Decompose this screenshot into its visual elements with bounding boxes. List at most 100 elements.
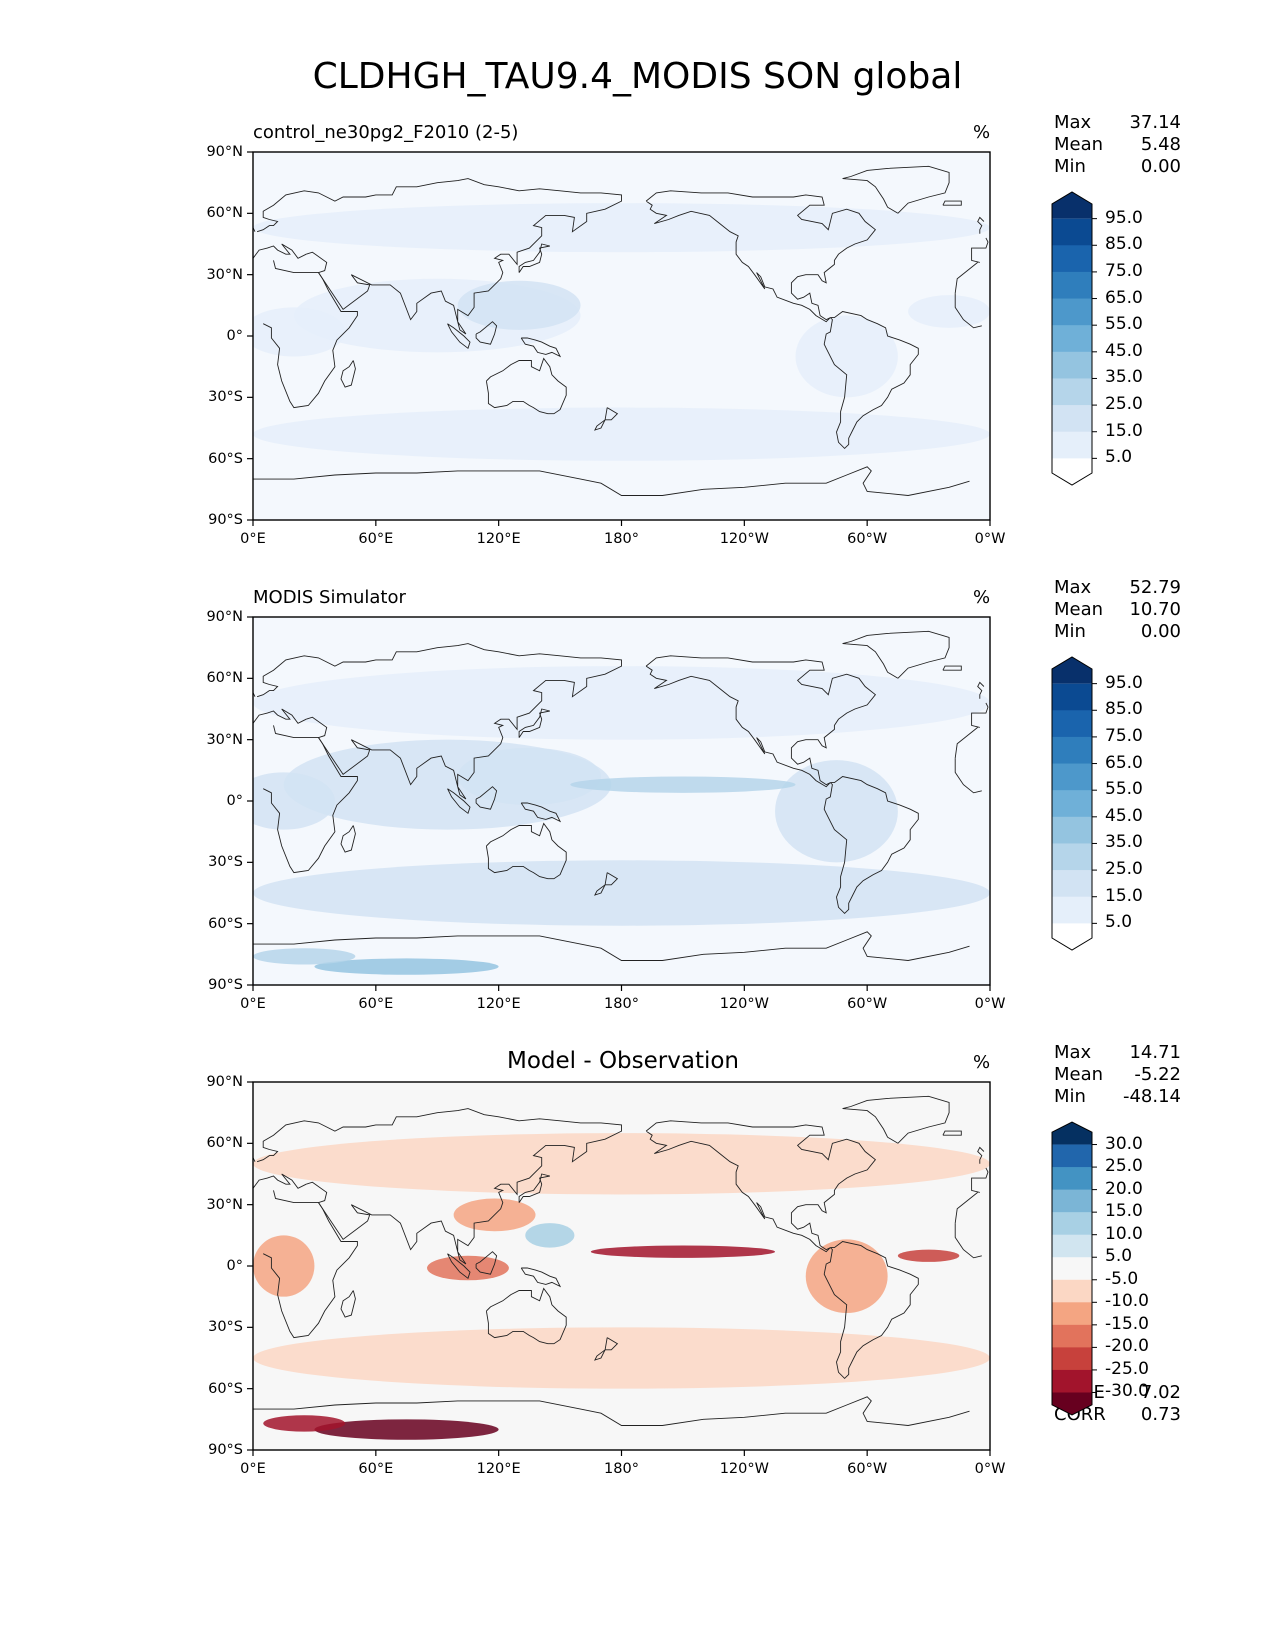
colorbar-label: 25.0 bbox=[1105, 1156, 1143, 1177]
stats-block: Max 52.79 Mean 10.70 Min 0.00 bbox=[1054, 577, 1181, 643]
coastline-antarctica bbox=[253, 466, 970, 496]
lat-tick-label: 60°N bbox=[206, 205, 243, 222]
lon-tick-label: 60°E bbox=[358, 531, 394, 547]
coastline-japan bbox=[518, 243, 550, 273]
coastline-borneo bbox=[475, 321, 498, 345]
coastline-british-isles bbox=[977, 216, 985, 234]
coastline-greenland bbox=[842, 1095, 950, 1144]
colorbar-segment bbox=[1052, 710, 1092, 738]
colorbar-segment bbox=[1052, 245, 1092, 273]
colorbar-label: 5.0 bbox=[1105, 447, 1133, 468]
colorbar-segment bbox=[1052, 1279, 1092, 1303]
stat-mean: Mean -5.22 bbox=[1054, 1064, 1181, 1086]
lon-tick-label: 180° bbox=[604, 996, 639, 1012]
colorbar-segment bbox=[1052, 1122, 1092, 1145]
colorbar-segment bbox=[1052, 325, 1092, 353]
colorbar-label: 95.0 bbox=[1105, 207, 1143, 228]
stat-value: -48.14 bbox=[1122, 1086, 1181, 1107]
colorbar-label: 30.0 bbox=[1105, 1133, 1143, 1154]
map-plot bbox=[247, 151, 1097, 526]
lat-tick-label: 30°S bbox=[208, 389, 243, 406]
lon-tick-label: 180° bbox=[604, 531, 639, 547]
shaded-region bbox=[775, 760, 898, 863]
colorbar-label: -20.0 bbox=[1105, 1336, 1149, 1357]
coastline-south-america bbox=[823, 1241, 919, 1380]
colorbar-label: 55.0 bbox=[1105, 314, 1143, 335]
colorbar-segment bbox=[1052, 271, 1092, 300]
stat-value: 0.00 bbox=[1140, 156, 1181, 177]
colorbar-label: 45.0 bbox=[1105, 340, 1143, 361]
coastline-new-zealand bbox=[594, 1337, 619, 1361]
colorbar-segment bbox=[1052, 192, 1092, 219]
shaded-region bbox=[795, 315, 898, 398]
lat-tick-label: 60°N bbox=[206, 670, 243, 687]
lon-tick-label: 120°W bbox=[719, 531, 769, 547]
colorbar-segment bbox=[1052, 378, 1092, 406]
stat-label: Mean bbox=[1054, 599, 1104, 620]
coastline-north-america bbox=[645, 1120, 877, 1253]
colorbar-label: 75.0 bbox=[1105, 725, 1143, 746]
lon-tick-label: 0°W bbox=[974, 996, 1006, 1012]
stat-value: 7.02 bbox=[1140, 1382, 1181, 1403]
coastline-new-zealand bbox=[594, 407, 619, 431]
lat-tick-label: 30°S bbox=[208, 854, 243, 871]
colorbar-label: 15.0 bbox=[1105, 420, 1143, 441]
panel-modis-simulator: MODIS Simulator% Max 52.79 Mean 10.70 Min 0.00… bbox=[0, 575, 1275, 1035]
lat-tick-label: 90°N bbox=[206, 144, 243, 160]
shaded-region bbox=[570, 776, 796, 793]
coastline-north-america bbox=[645, 190, 877, 323]
lon-tick-label: 120°W bbox=[719, 1461, 769, 1477]
colorbar-segment bbox=[1052, 923, 1092, 950]
shaded-region bbox=[253, 407, 990, 461]
lat-tick-label: 0° bbox=[226, 328, 243, 344]
lon-tick-label: 60°W bbox=[847, 1461, 888, 1477]
lon-tick-label: 60°W bbox=[847, 531, 888, 547]
colorbar-label: 15.0 bbox=[1105, 1201, 1143, 1222]
shaded-region bbox=[457, 747, 602, 806]
coastline-south-america bbox=[823, 311, 919, 450]
stat-label: Max bbox=[1054, 112, 1092, 133]
colorbar-segment bbox=[1052, 657, 1092, 684]
lat-tick-label: 90°N bbox=[206, 1074, 243, 1090]
lat-tick-label: 30°S bbox=[208, 1319, 243, 1336]
stat-label: Min bbox=[1054, 1086, 1086, 1107]
unit-label: % bbox=[973, 1052, 991, 1073]
coastline-africa bbox=[954, 293, 982, 329]
coastline-europe-asia bbox=[971, 1167, 989, 1193]
stat-label: Mean bbox=[1054, 1064, 1104, 1085]
colorbar-label: 45.0 bbox=[1105, 805, 1143, 826]
coastline-australia bbox=[485, 1287, 567, 1345]
lon-tick-label: 0°E bbox=[240, 531, 266, 547]
coastline-australia bbox=[485, 357, 567, 415]
coastline-new-zealand bbox=[594, 872, 619, 896]
shaded-region bbox=[253, 1235, 315, 1297]
coastline-iceland bbox=[942, 1130, 962, 1136]
colorbar-outline bbox=[1051, 1121, 1093, 1416]
colorbar-segment bbox=[1052, 1302, 1092, 1326]
coastline-sumatra bbox=[447, 323, 471, 350]
stat-value: 0.73 bbox=[1140, 1404, 1181, 1425]
shaded-region bbox=[253, 666, 990, 740]
unit-label: % bbox=[973, 587, 991, 608]
colorbar-segment bbox=[1052, 1189, 1092, 1213]
colorbar-segment bbox=[1052, 218, 1092, 246]
shaded-region bbox=[253, 772, 335, 830]
shaded-region bbox=[897, 1249, 960, 1262]
coastline-africa bbox=[954, 1192, 978, 1224]
coastline-europe-asia bbox=[253, 1173, 307, 1189]
colorbar-segment bbox=[1052, 458, 1092, 485]
colorbar-segment bbox=[1052, 1392, 1092, 1415]
colorbar-label: -25.0 bbox=[1105, 1358, 1149, 1379]
lon-tick-label: 0°E bbox=[240, 996, 266, 1012]
coastline-europe-asia bbox=[256, 178, 622, 335]
shaded-region bbox=[253, 860, 990, 926]
colorbar-segment bbox=[1052, 1144, 1092, 1168]
lon-tick-label: 0°W bbox=[974, 531, 1006, 547]
lon-tick-label: 120°W bbox=[719, 996, 769, 1012]
colorbar-segment bbox=[1052, 1257, 1092, 1281]
colorbar-segment bbox=[1052, 683, 1092, 711]
colorbar-segment bbox=[1052, 816, 1092, 844]
colorbar-label: 95.0 bbox=[1105, 672, 1143, 693]
colorbar-segment bbox=[1052, 1234, 1092, 1258]
coastline-greenland bbox=[842, 630, 950, 679]
